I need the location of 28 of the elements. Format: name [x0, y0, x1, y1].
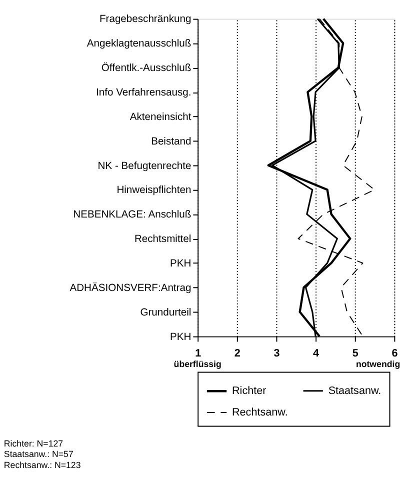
y-tick-label: Fragebeschränkung — [99, 14, 192, 26]
x-tick-label: 5 — [352, 347, 358, 360]
legend-label: Rechtsanw. — [232, 406, 288, 418]
y-tick-label: NEBENKLAGE: Anschluß — [73, 210, 192, 221]
y-tick-label: Akteneinsicht — [130, 112, 192, 123]
x-tick-label: 3 — [274, 347, 280, 360]
y-tick-label: Info Verfahrensausg. — [96, 88, 192, 99]
text: Rechtsanw.: N=123 — [4, 460, 81, 470]
x-tick-label: 2 — [234, 347, 240, 360]
legend-label: Staatsanw. — [328, 384, 382, 397]
x-tick-label: 4 — [313, 347, 320, 360]
y-tick-label: Rechtsmittel — [134, 234, 192, 246]
y-tick-label: Hinweispflichten — [116, 185, 192, 196]
y-tick-label: PKH — [170, 258, 192, 270]
text: notwendig — [356, 358, 400, 369]
y-tick-label: Öffentlk.-Ausschluß — [101, 62, 192, 74]
y-tick-label: PKH — [170, 332, 192, 343]
text: Staatsanw.: N=57 — [4, 449, 74, 460]
y-tick-label: NK - Befugtenrechte — [98, 160, 192, 172]
x-tick-label: 1 — [195, 347, 202, 360]
x-tick-label: 6 — [392, 347, 398, 360]
text: Richter: N=127 — [4, 438, 64, 448]
y-tick-label: Beistand — [151, 136, 192, 148]
y-tick-label: Grundurteil — [140, 307, 192, 318]
text: überflüssig — [174, 358, 222, 369]
legend-label: Richter — [232, 385, 267, 398]
y-tick-label: Angeklagtenausschluß — [86, 38, 192, 50]
y-tick-label: ADHÄSIONSVERF:Antrag — [70, 282, 192, 294]
